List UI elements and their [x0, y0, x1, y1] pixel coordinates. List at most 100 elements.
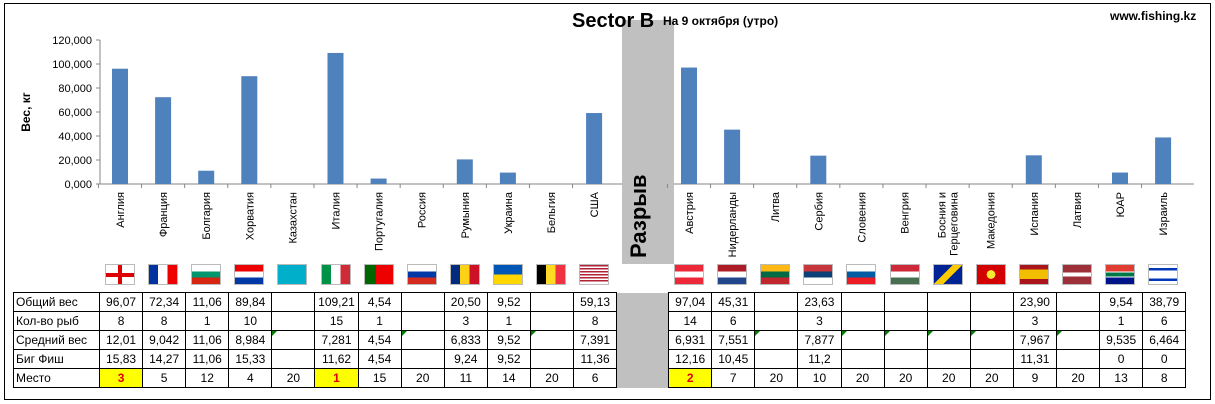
table-cell: 7,551: [711, 330, 756, 350]
row-label: Место: [13, 368, 100, 388]
flag-bosnia-icon: [932, 264, 963, 285]
table-cell: 1: [486, 311, 531, 331]
table-cell: 11,62: [314, 349, 359, 369]
table-cell: 9: [1012, 368, 1057, 388]
table-cell: 59,13: [573, 292, 618, 312]
table-cell: 9,52: [486, 292, 531, 312]
category-label: Франция: [158, 192, 170, 237]
flag-france-icon: [148, 264, 179, 285]
table-cell: [400, 349, 445, 369]
row-label: Кол-во рыб: [13, 311, 100, 331]
y-tick-label: 100,000: [52, 59, 92, 71]
table-cell: 9,52: [486, 330, 531, 350]
table-cell: 20: [754, 368, 799, 388]
table-cell: 7,391: [573, 330, 618, 350]
category-label: Македония: [986, 192, 998, 249]
table-cell: 45,31: [711, 292, 756, 312]
category-label: Бельгия: [546, 192, 558, 233]
flag-portugal-icon: [363, 264, 394, 285]
category-label: Сербия: [813, 192, 825, 231]
table-cell: 96,07: [98, 292, 144, 312]
table-cell: [271, 349, 316, 369]
category-label: Испания: [1029, 192, 1041, 236]
table-cell: [883, 330, 928, 350]
category-label: Литва: [770, 191, 782, 222]
bar-right-11: [1155, 137, 1172, 184]
bar-left-2: [198, 170, 215, 184]
table-cell: [926, 330, 971, 350]
category-label: Словения: [856, 192, 868, 243]
table-cell: 4,54: [357, 330, 402, 350]
table-cell: 3: [98, 368, 144, 388]
y-tick-label: 80,000: [58, 83, 92, 95]
bar-left-11: [586, 113, 603, 184]
table-cell: 8: [98, 311, 144, 331]
table-cell: 8: [142, 311, 187, 331]
table-cell: 10: [797, 368, 842, 388]
table-cell: 9,24: [443, 349, 488, 369]
table-cell: [400, 311, 445, 331]
flag-macedonia-icon: [975, 264, 1006, 285]
flag-netherlands-icon: [717, 264, 748, 285]
gap-cell: [616, 330, 670, 350]
table-cell: 20: [529, 368, 575, 388]
flag-latvia-icon: [1061, 264, 1092, 285]
table-cell: 15: [357, 368, 402, 388]
table-cell: 38,79: [1142, 292, 1187, 312]
chart-title: Sector B: [572, 10, 655, 32]
flag-russia-icon: [406, 264, 437, 285]
category-label: Хорватия: [244, 192, 256, 240]
category-label: Венгрия: [900, 192, 912, 234]
table-cell: 15: [314, 311, 359, 331]
gap-band: [622, 20, 674, 264]
table-cell: 1: [314, 368, 359, 388]
table-cell: [840, 330, 885, 350]
category-label: Украина: [503, 191, 515, 234]
table-cell: [969, 311, 1014, 331]
table-cell: 10: [228, 311, 273, 331]
row-label: Биг Фиш: [13, 349, 100, 369]
category-label: Болгария: [201, 192, 213, 240]
chart-frame: [4, 3, 1211, 400]
flag-spain-icon: [1018, 264, 1049, 285]
table-cell: 11,31: [1012, 349, 1057, 369]
table-cell: [754, 292, 799, 312]
bar-left-6: [370, 178, 387, 184]
table-cell: 20: [926, 368, 971, 388]
bar-left-3: [241, 76, 258, 184]
table-cell: 10,45: [711, 349, 756, 369]
y-tick-label: 60,000: [58, 107, 92, 119]
table-cell: 1: [357, 311, 402, 331]
bar-right-0: [681, 67, 697, 184]
table-cell: [529, 292, 575, 312]
table-cell: [883, 349, 928, 369]
category-label: Россия: [417, 192, 429, 228]
table-cell: 9,042: [142, 330, 187, 350]
table-row: Кол-во рыб 8 8 1 10 15 1 3 1 8 14 6 3 3 1 6: [13, 311, 1187, 331]
flag-kazakhstan-icon: [277, 264, 308, 285]
table-cell: 23,90: [1012, 292, 1057, 312]
table-cell: 5: [142, 368, 187, 388]
table-cell: 12: [185, 368, 230, 388]
table-cell: [754, 311, 799, 331]
table-row: Средний вес 12,01 9,042 11,06 8,984 7,281 4,54…: [13, 330, 1187, 350]
results-table: Общий вес 96,07 72,34 11,06 89,84 109,21 4,54 2…: [13, 292, 1187, 388]
y-tick-label: 120,000: [52, 35, 92, 47]
table-cell: 3: [1012, 311, 1057, 331]
table-cell: 11,36: [573, 349, 618, 369]
row-label: Общий вес: [13, 292, 100, 312]
table-cell: 6,464: [1142, 330, 1187, 350]
table-cell: [840, 349, 885, 369]
gap-cell: [616, 368, 670, 388]
y-axis-label: Вес, кг: [19, 92, 33, 132]
table-cell: [883, 311, 928, 331]
y-tick-label: 20,000: [58, 155, 92, 167]
flag-romania-icon: [449, 264, 480, 285]
bar-chart: 0,000 20,000 40,000 60,000 80,000 100,000 120,…: [19, 20, 1194, 264]
y-tick-label: 40,000: [58, 131, 92, 143]
table-cell: 6: [711, 311, 756, 331]
flag-row: [0, 264, 1215, 288]
flag-hungary-icon: [889, 264, 920, 285]
bar-left-0: [112, 68, 128, 184]
table-cell: 20: [271, 368, 316, 388]
